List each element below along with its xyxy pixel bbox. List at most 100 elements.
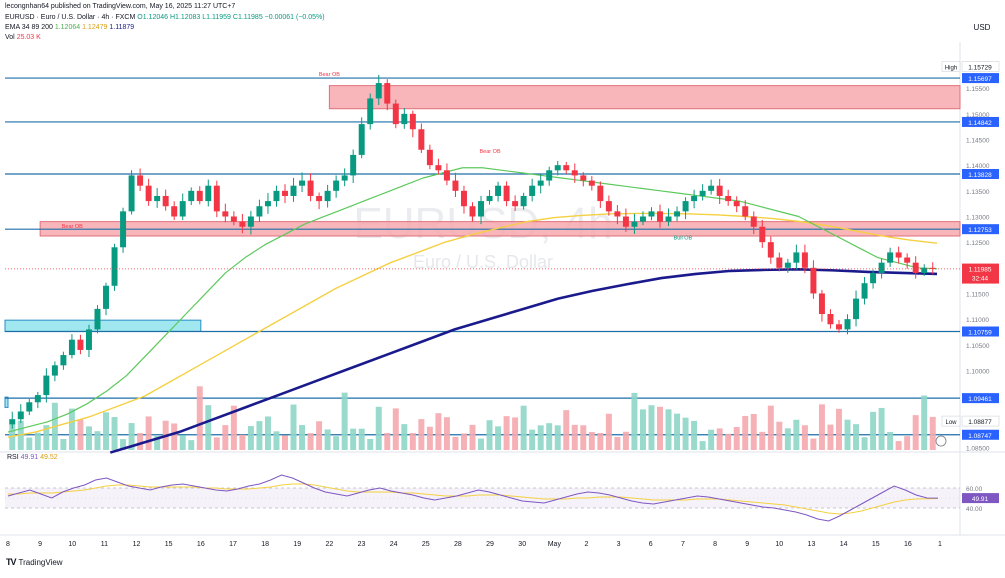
volume-bar (282, 435, 288, 450)
price-label-tag (941, 61, 961, 72)
x-tick-label: 11 (101, 541, 108, 548)
candle-body (409, 113, 416, 130)
candle-body (776, 257, 783, 268)
ema-34-value: 1.12064 (54, 24, 81, 31)
rsi-ma-value: 49.52 (40, 454, 58, 461)
annotation-label: Bear OB (480, 149, 501, 155)
price-label-box (962, 326, 999, 337)
candle-body (43, 375, 50, 396)
candle-body (665, 216, 672, 222)
volume-bar (213, 437, 220, 450)
volume-legend[interactable]: Vol 25.03 K (5, 34, 41, 41)
candle-body (426, 149, 433, 166)
rsi-level-label: 60.00 (966, 486, 983, 493)
volume-bar (196, 386, 203, 450)
price-label-value: 1.10759 (968, 330, 992, 337)
rsi-legend[interactable]: RSI 49.91 49.52 (7, 454, 58, 461)
volume-bar (708, 429, 715, 450)
candle-body (503, 185, 510, 202)
volume-bar (341, 392, 348, 450)
candle-body (478, 201, 485, 217)
candle-body (460, 190, 467, 207)
volume-bar (776, 421, 783, 450)
x-tick-label: 16 (904, 541, 912, 548)
rsi-band (5, 488, 960, 508)
volume-bar (674, 413, 681, 450)
volume-bar (665, 409, 672, 450)
publisher-line: lecongnhan64 published on TradingView.co… (5, 3, 236, 10)
candle-body (767, 242, 774, 258)
x-tick-label: 8 (713, 541, 717, 548)
ema-89-line (7, 212, 938, 438)
price-label-box (962, 429, 999, 440)
volume-bar (452, 436, 459, 450)
rsi-value-box (962, 493, 999, 504)
candle-body (34, 395, 41, 403)
price-label-low: Low 1.08877 (941, 415, 1000, 427)
candle-body (597, 185, 604, 202)
volume-bar (426, 426, 433, 450)
volume-bar (264, 416, 271, 450)
y-tick-label: 1.10000 (966, 368, 990, 375)
volume-bar (205, 405, 212, 450)
candle-body (614, 211, 621, 217)
volume-bar (870, 411, 877, 450)
volume-bar (324, 429, 331, 450)
candle-body (588, 180, 595, 186)
y-tick-label: 1.14500 (966, 138, 990, 145)
candle-body (154, 195, 161, 202)
candle-body (188, 190, 195, 202)
candle-body (682, 201, 689, 212)
candle-body (51, 365, 58, 376)
candle-body (469, 206, 476, 217)
volume-bar (418, 419, 425, 450)
x-tick-label: 23 (358, 541, 366, 548)
price-label-level: 1.11985 32:44 (962, 263, 999, 284)
volume-bar (401, 424, 408, 450)
volume-bar (716, 428, 723, 450)
volume-bar (529, 429, 536, 450)
candle-body (793, 252, 800, 263)
volume-bar (793, 419, 800, 450)
volume-bar (571, 424, 578, 450)
price-label-value: 1.13828 (968, 172, 992, 179)
candle-body (239, 221, 246, 227)
x-tick-label: 1 (938, 541, 942, 548)
x-tick-label: 9 (38, 541, 42, 548)
volume-bar (43, 425, 50, 450)
volume-bar (580, 425, 587, 450)
volume-bar (836, 408, 842, 450)
tradingview-logo[interactable]: TV TradingView (6, 557, 63, 567)
x-tick-label: 22 (325, 541, 333, 548)
ema-34-line (7, 167, 938, 433)
candle-body (103, 285, 109, 309)
volume-bar (392, 408, 399, 450)
y-tick-label: 1.11000 (966, 317, 989, 324)
candle-body (9, 419, 16, 425)
candle-body (222, 211, 229, 217)
candle-body (435, 165, 442, 171)
candle-body (60, 355, 67, 366)
candle-body (367, 98, 374, 125)
candle-body (674, 211, 681, 217)
volume-bar (486, 420, 493, 450)
candle-body (120, 211, 127, 248)
ema-legend[interactable]: EMA 34 89 200 1.12064 1.12479 1.11879 (5, 24, 134, 31)
price-label-box (962, 116, 999, 127)
volume-bar (85, 426, 92, 450)
volume-bar (495, 426, 502, 450)
y-tick-label: 1.15000 (966, 112, 990, 119)
candle-body (85, 329, 92, 350)
symbol-description: EURUSD · Euro / U.S. Dollar · 4h · FXCM (5, 14, 136, 21)
price-label-value: 1.14842 (968, 120, 992, 127)
candle-body (861, 283, 868, 299)
candle-body (733, 201, 740, 207)
candle-body (648, 211, 655, 217)
price-label-name: High (945, 65, 957, 71)
volume-bar (861, 437, 868, 450)
volume-bar (691, 420, 698, 450)
x-tick-label: 3 (617, 541, 621, 548)
volume-value: 25.03 K (16, 34, 41, 41)
